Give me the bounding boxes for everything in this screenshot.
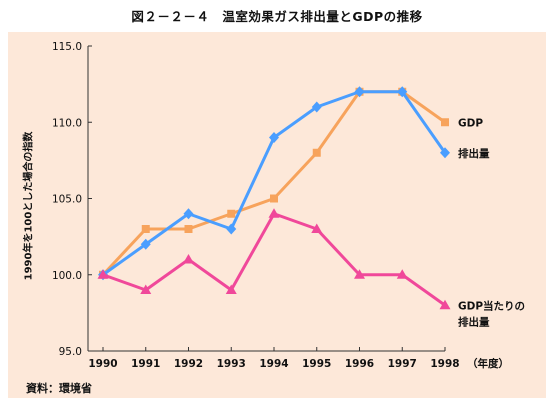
series-label: GDP <box>458 117 483 129</box>
series-label: 排出量 <box>458 315 490 328</box>
x-tick-label: 1997 <box>388 358 417 370</box>
series-line <box>102 90 447 276</box>
data-point <box>311 101 322 113</box>
data-point <box>141 225 150 233</box>
x-tick-label: 1990 <box>88 358 117 370</box>
y-tick-label: 100.0 <box>52 270 82 282</box>
data-point <box>184 225 193 233</box>
data-point <box>227 209 236 218</box>
x-tick-label: 1994 <box>259 358 288 370</box>
data-point <box>439 299 451 310</box>
data-point <box>225 284 237 294</box>
data-point <box>312 148 321 157</box>
data-point <box>140 238 151 250</box>
series-label: GDP当たりの <box>458 299 525 312</box>
data-point <box>441 118 449 127</box>
x-tick-label: 1992 <box>174 358 203 370</box>
y-tick-label: 95.0 <box>59 346 82 358</box>
source-note: 資料：環境省 <box>26 382 92 395</box>
data-point <box>354 269 365 279</box>
x-tick-label: 1991 <box>131 358 160 370</box>
data-point <box>226 223 237 235</box>
series-label: 排出量 <box>458 147 490 160</box>
data-point <box>354 86 365 98</box>
series-line <box>101 90 446 276</box>
data-point <box>270 194 278 203</box>
x-tick-label: 1993 <box>217 358 246 370</box>
chart-title: 図２－２－４ 温室効果ガス排出量とGDPの推移 <box>131 9 423 24</box>
data-point <box>268 208 280 218</box>
x-tick-label: 1998 <box>430 358 459 370</box>
y-tick-label: 115.0 <box>52 41 82 53</box>
x-tick-label: 1995 <box>302 358 331 370</box>
data-point <box>183 254 194 264</box>
data-point <box>396 269 408 279</box>
data-point <box>311 223 323 233</box>
data-point <box>183 208 194 220</box>
data-point <box>397 86 408 98</box>
y-tick-label: 105.0 <box>52 194 82 206</box>
x-tick-label: 1996 <box>345 358 374 370</box>
x-axis-unit: （年度） <box>467 357 509 370</box>
data-point <box>140 284 152 294</box>
series-line <box>102 212 446 307</box>
data-point <box>97 269 109 279</box>
data-point <box>440 147 450 159</box>
data-point <box>269 132 279 143</box>
y-tick-label: 110.0 <box>52 117 82 129</box>
